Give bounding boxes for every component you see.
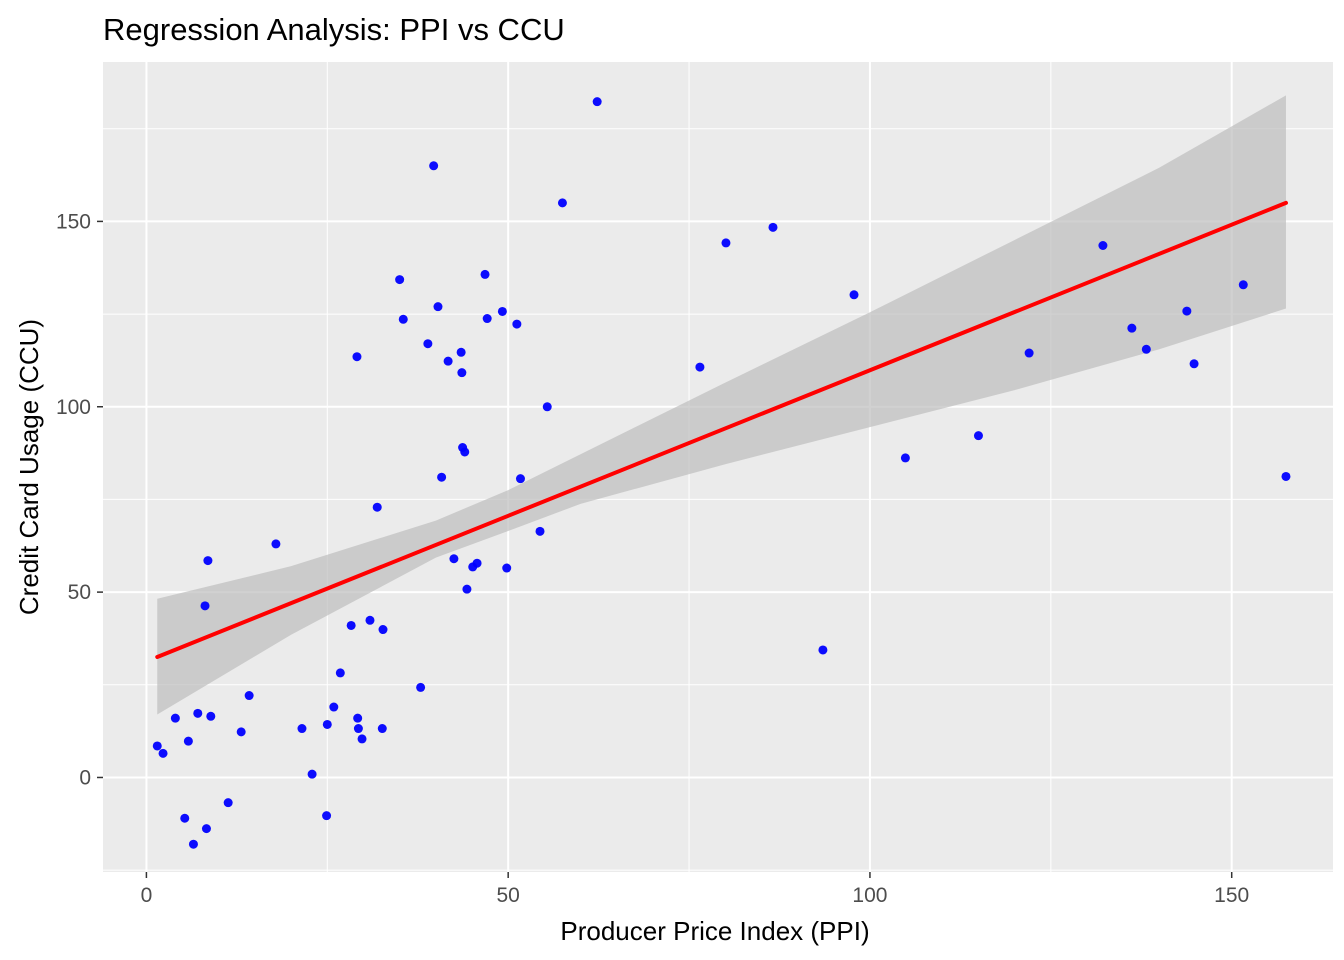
- data-point: [482, 314, 492, 324]
- data-point: [456, 347, 466, 357]
- data-point: [423, 339, 433, 349]
- data-point: [1189, 359, 1199, 369]
- data-point: [236, 727, 246, 737]
- data-point: [973, 431, 983, 441]
- data-point: [515, 474, 525, 484]
- data-point: [206, 711, 216, 721]
- data-point: [357, 734, 367, 744]
- data-point: [721, 238, 731, 248]
- data-point: [223, 798, 233, 808]
- data-point: [1098, 241, 1108, 251]
- data-point: [335, 668, 345, 678]
- data-point: [480, 269, 490, 279]
- data-point: [1182, 306, 1192, 316]
- data-point: [449, 554, 459, 564]
- data-point: [353, 724, 363, 734]
- data-point: [378, 625, 388, 635]
- data-point: [329, 702, 339, 712]
- regression-line: [155, 200, 1288, 659]
- data-point: [900, 453, 910, 463]
- data-point: [188, 839, 198, 849]
- data-points: [152, 97, 1291, 849]
- data-point: [429, 161, 439, 171]
- data-point: [244, 691, 254, 701]
- data-point: [437, 472, 447, 482]
- x-axis-ticks: 0 50 100 150: [141, 872, 1249, 907]
- data-point: [416, 682, 426, 692]
- data-point: [542, 402, 552, 412]
- data-point: [297, 724, 307, 734]
- data-point: [170, 713, 180, 723]
- data-point: [200, 601, 210, 611]
- data-point: [512, 319, 522, 329]
- data-point: [557, 198, 567, 208]
- y-tick-label: 0: [79, 766, 91, 789]
- data-point: [535, 526, 545, 536]
- confidence-band: [157, 95, 1286, 715]
- data-point: [203, 556, 213, 566]
- data-point: [1141, 344, 1151, 354]
- data-point: [849, 290, 859, 300]
- data-point: [183, 736, 193, 746]
- y-axis-ticks: 0 50 100 150: [56, 210, 103, 789]
- data-point: [592, 97, 602, 107]
- data-point: [1127, 323, 1137, 333]
- y-axis-title: Credit Card Usage (CCU): [14, 319, 44, 615]
- data-point: [307, 769, 317, 779]
- data-point: [818, 645, 828, 655]
- data-point: [502, 563, 512, 573]
- x-tick-label: 0: [141, 884, 153, 907]
- data-point: [1024, 348, 1034, 358]
- data-point: [1238, 280, 1248, 290]
- x-tick-label: 100: [852, 884, 887, 907]
- data-point: [152, 741, 162, 751]
- data-point: [398, 314, 408, 324]
- data-point: [395, 275, 405, 285]
- data-point: [201, 824, 211, 834]
- data-point: [1281, 471, 1291, 481]
- x-axis-title: Producer Price Index (PPI): [560, 916, 869, 946]
- y-tick-label: 50: [68, 581, 91, 604]
- data-point: [346, 620, 356, 630]
- data-point: [158, 748, 168, 758]
- data-point: [462, 584, 472, 594]
- chart-title: Regression Analysis: PPI vs CCU: [103, 12, 565, 47]
- data-point: [352, 352, 362, 362]
- data-point: [460, 447, 470, 457]
- data-point: [353, 713, 363, 723]
- x-tick-label: 50: [496, 884, 519, 907]
- data-point: [372, 502, 382, 512]
- data-point: [497, 306, 507, 316]
- data-point: [377, 724, 387, 734]
- data-point: [322, 811, 332, 821]
- data-point: [695, 362, 705, 372]
- x-tick-label: 150: [1214, 884, 1249, 907]
- data-point: [443, 356, 453, 366]
- data-point: [193, 708, 203, 718]
- data-point: [457, 368, 467, 378]
- data-point: [472, 558, 482, 568]
- y-tick-label: 150: [56, 210, 91, 233]
- data-point: [768, 222, 778, 232]
- y-tick-label: 100: [56, 396, 91, 419]
- data-point: [180, 813, 190, 823]
- data-point: [365, 615, 375, 625]
- data-point: [322, 719, 332, 729]
- data-point: [271, 539, 281, 549]
- data-point: [433, 302, 443, 312]
